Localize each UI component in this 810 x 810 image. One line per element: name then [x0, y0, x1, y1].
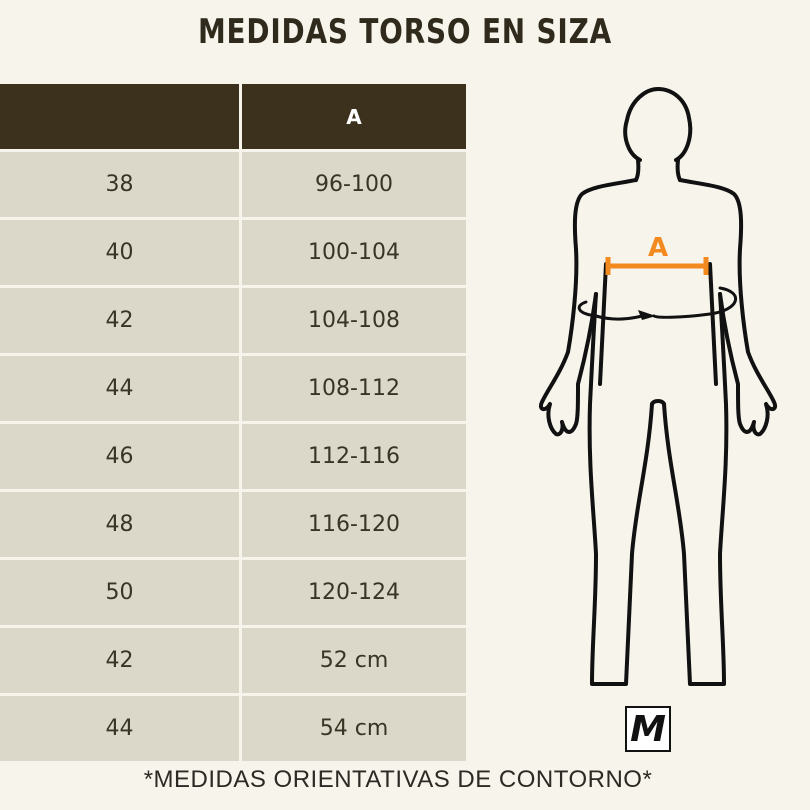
measure-cell: 96-100 — [242, 152, 466, 217]
page-title: MEDIDAS TORSO EN SIZA — [197, 12, 613, 52]
measure-cell: 54 cm — [242, 696, 466, 761]
header-measure-a-cell: A — [242, 84, 466, 149]
measure-cell: 104-108 — [242, 288, 466, 353]
size-cell: 50 — [0, 560, 239, 625]
measure-cell: 120-124 — [242, 560, 466, 625]
table-row: 38 96-100 — [0, 152, 466, 217]
table-row: 42 52 cm — [0, 628, 466, 693]
table-row: 40 100-104 — [0, 220, 466, 285]
measure-cell: 108-112 — [242, 356, 466, 421]
table-row: 46 112-116 — [0, 424, 466, 489]
size-table: A 38 96-100 40 100-104 42 104-108 44 108… — [0, 84, 466, 764]
size-cell: 40 — [0, 220, 239, 285]
size-cell: 42 — [0, 628, 239, 693]
body-silhouette-figure: A — [539, 87, 777, 686]
table-row: 44 54 cm — [0, 696, 466, 761]
table-row: 44 108-112 — [0, 356, 466, 421]
footnote: *MEDIDAS ORIENTATIVAS DE CONTORNO* — [143, 766, 653, 793]
size-cell: 44 — [0, 356, 239, 421]
header-size-cell — [0, 84, 239, 149]
size-badge: M — [625, 706, 671, 752]
size-cell: 46 — [0, 424, 239, 489]
size-cell: 44 — [0, 696, 239, 761]
table-row: 50 120-124 — [0, 560, 466, 625]
size-cell: 42 — [0, 288, 239, 353]
measure-cell: 100-104 — [242, 220, 466, 285]
size-cell: 38 — [0, 152, 239, 217]
measure-a-label: A — [648, 233, 668, 263]
measure-cell: 116-120 — [242, 492, 466, 557]
measure-cell: 112-116 — [242, 424, 466, 489]
size-cell: 48 — [0, 492, 239, 557]
measure-cell: 52 cm — [242, 628, 466, 693]
table-row: 48 116-120 — [0, 492, 466, 557]
table-row: 42 104-108 — [0, 288, 466, 353]
table-header-row: A — [0, 84, 466, 149]
